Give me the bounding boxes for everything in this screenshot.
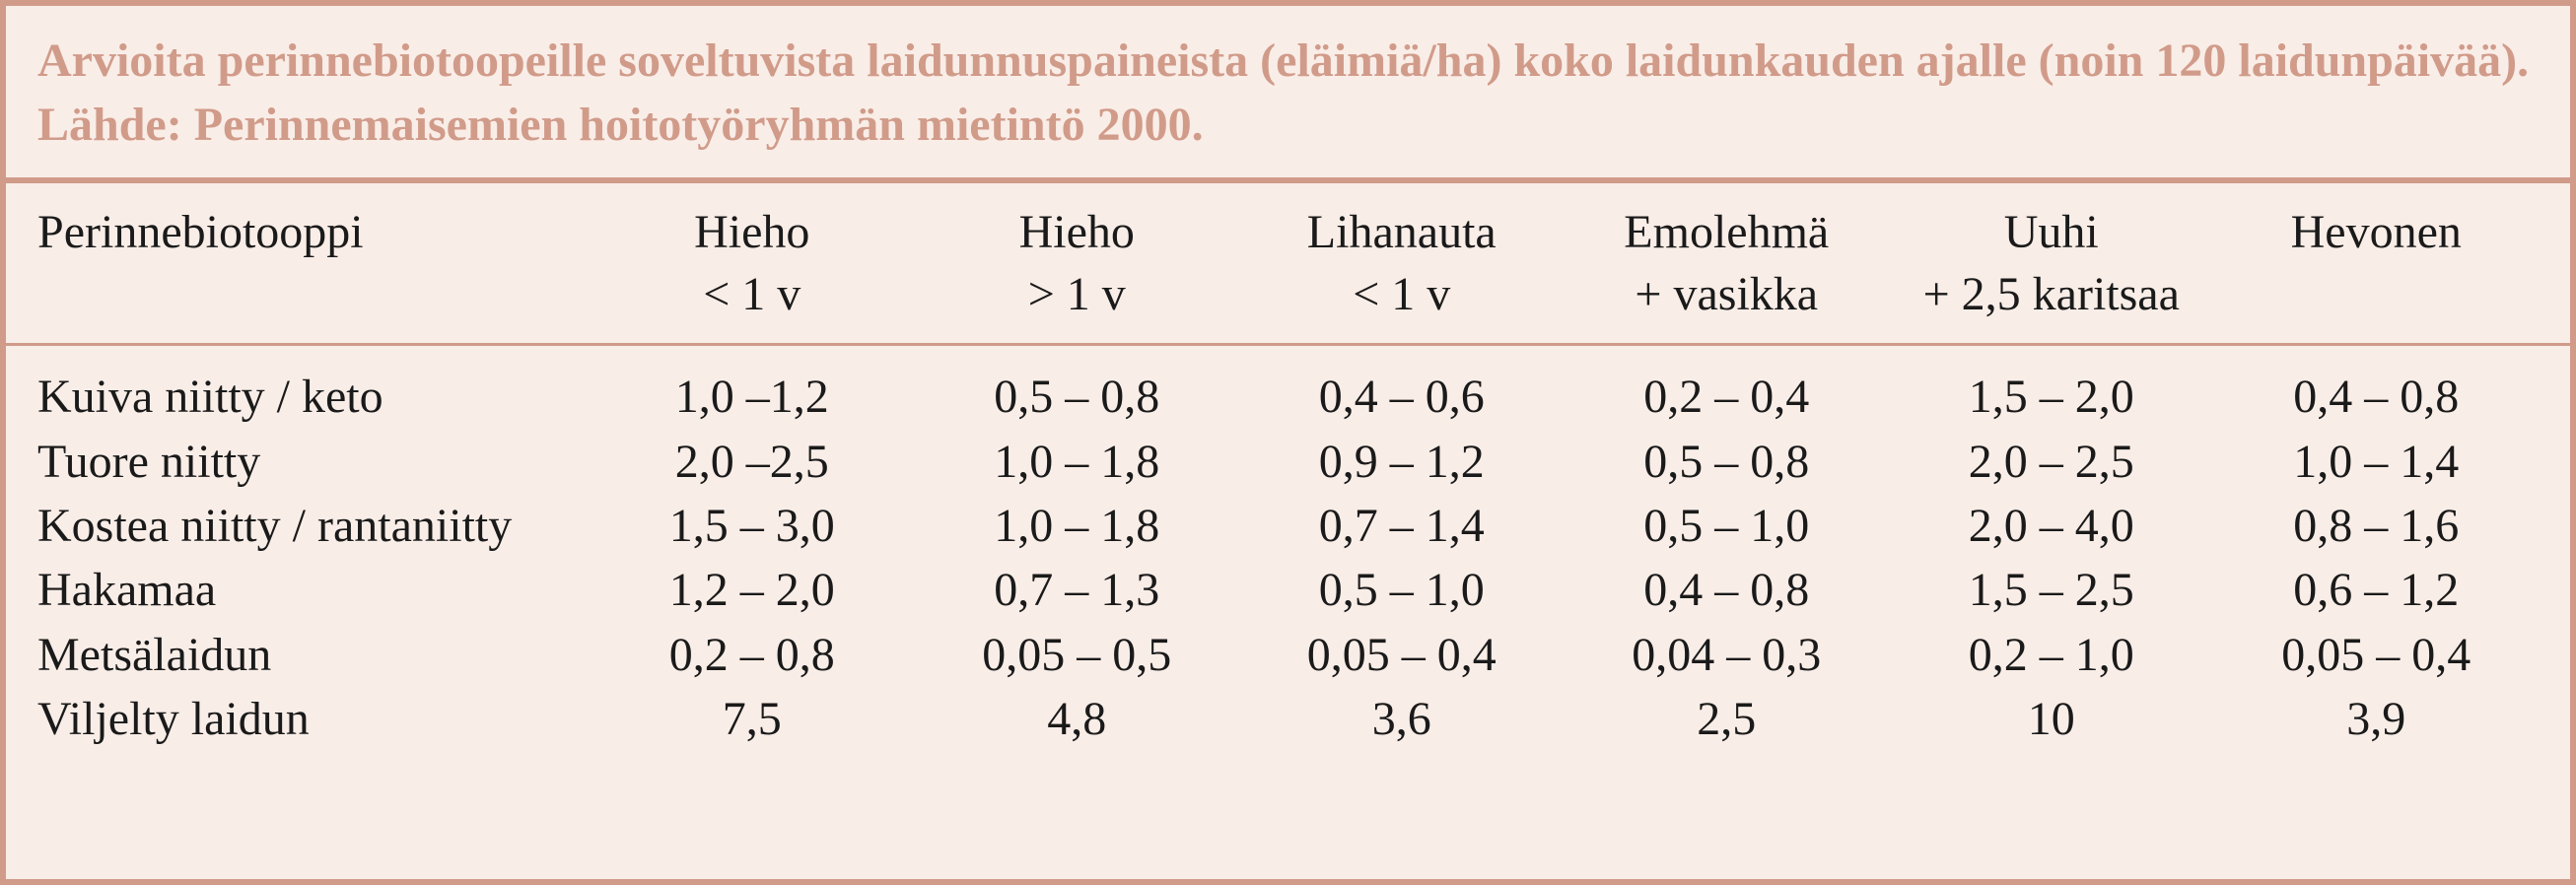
cell: 2,0 – 2,5 xyxy=(1889,431,2214,493)
table-header-section: Perinnebiotooppi Hieho < 1 v Hieho > 1 v… xyxy=(6,183,2570,347)
cell: 2,0 – 4,0 xyxy=(1889,495,2214,557)
cell: 0,5 – 0,8 xyxy=(1565,431,1890,493)
header-col-4: Uuhi + 2,5 karitsaa xyxy=(1889,201,2214,326)
cell: 3,9 xyxy=(2214,688,2540,750)
cell: 1,5 – 2,0 xyxy=(1889,366,2214,428)
cell: 2,0 –2,5 xyxy=(590,431,915,493)
cell: 4,8 xyxy=(915,688,1240,750)
cell: 10 xyxy=(1889,688,2214,750)
table-body-section: Kuiva niitty / keto 1,0 –1,2 0,5 – 0,8 0… xyxy=(6,346,2570,879)
cell: 0,5 – 1,0 xyxy=(1239,559,1565,621)
cell: 0,05 – 0,5 xyxy=(915,624,1240,686)
table-row: Viljelty laidun 7,5 4,8 3,6 2,5 10 3,9 xyxy=(37,688,2539,750)
cell: 0,5 – 1,0 xyxy=(1565,495,1890,557)
header-col-1: Hieho > 1 v xyxy=(915,201,1240,326)
cell: 0,2 – 1,0 xyxy=(1889,624,2214,686)
header-col-5: Hevonen xyxy=(2214,201,2540,263)
cell: 1,5 – 3,0 xyxy=(590,495,915,557)
header-col-3: Emolehmä + vasikka xyxy=(1565,201,1890,326)
table-header-row: Perinnebiotooppi Hieho < 1 v Hieho > 1 v… xyxy=(37,201,2539,326)
cell: 0,4 – 0,6 xyxy=(1239,366,1565,428)
cell: 1,2 – 2,0 xyxy=(590,559,915,621)
table-row: Kuiva niitty / keto 1,0 –1,2 0,5 – 0,8 0… xyxy=(37,366,2539,428)
cell: 1,0 – 1,4 xyxy=(2214,431,2540,493)
cell: 0,4 – 0,8 xyxy=(1565,559,1890,621)
cell: 0,7 – 1,4 xyxy=(1239,495,1565,557)
header-col-0: Hieho < 1 v xyxy=(590,201,915,326)
cell: 0,8 – 1,6 xyxy=(2214,495,2540,557)
cell: 1,0 – 1,8 xyxy=(915,431,1240,493)
row-label: Viljelty laidun xyxy=(37,688,590,750)
cell: 0,5 – 0,8 xyxy=(915,366,1240,428)
cell: 0,05 – 0,4 xyxy=(2214,624,2540,686)
cell: 0,04 – 0,3 xyxy=(1565,624,1890,686)
table-title-section: Arvioita perinnebiotoopeille soveltuvist… xyxy=(6,6,2570,183)
row-label: Kostea niitty / rantaniitty xyxy=(37,495,590,557)
cell: 0,7 – 1,3 xyxy=(915,559,1240,621)
table-row: Hakamaa 1,2 – 2,0 0,7 – 1,3 0,5 – 1,0 0,… xyxy=(37,559,2539,621)
cell: 3,6 xyxy=(1239,688,1565,750)
cell: 1,0 –1,2 xyxy=(590,366,915,428)
cell: 1,5 – 2,5 xyxy=(1889,559,2214,621)
row-label: Metsälaidun xyxy=(37,624,590,686)
table-row: Tuore niitty 2,0 –2,5 1,0 – 1,8 0,9 – 1,… xyxy=(37,431,2539,493)
cell: 2,5 xyxy=(1565,688,1890,750)
cell: 0,05 – 0,4 xyxy=(1239,624,1565,686)
cell: 0,6 – 1,2 xyxy=(2214,559,2540,621)
table-row: Kostea niitty / rantaniitty 1,5 – 3,0 1,… xyxy=(37,495,2539,557)
header-col-2: Lihanauta < 1 v xyxy=(1239,201,1565,326)
table-row: Metsälaidun 0,2 – 0,8 0,05 – 0,5 0,05 – … xyxy=(37,624,2539,686)
cell: 0,2 – 0,4 xyxy=(1565,366,1890,428)
row-label: Kuiva niitty / keto xyxy=(37,366,590,428)
header-label-col: Perinnebiotooppi xyxy=(37,201,590,263)
cell: 0,2 – 0,8 xyxy=(590,624,915,686)
cell: 0,4 – 0,8 xyxy=(2214,366,2540,428)
cell: 1,0 – 1,8 xyxy=(915,495,1240,557)
row-label: Tuore niitty xyxy=(37,431,590,493)
cell: 0,9 – 1,2 xyxy=(1239,431,1565,493)
row-label: Hakamaa xyxy=(37,559,590,621)
cell: 7,5 xyxy=(590,688,915,750)
table-title: Arvioita perinnebiotoopeille soveltuvist… xyxy=(37,30,2539,158)
grazing-pressure-table: Arvioita perinnebiotoopeille soveltuvist… xyxy=(0,0,2576,885)
